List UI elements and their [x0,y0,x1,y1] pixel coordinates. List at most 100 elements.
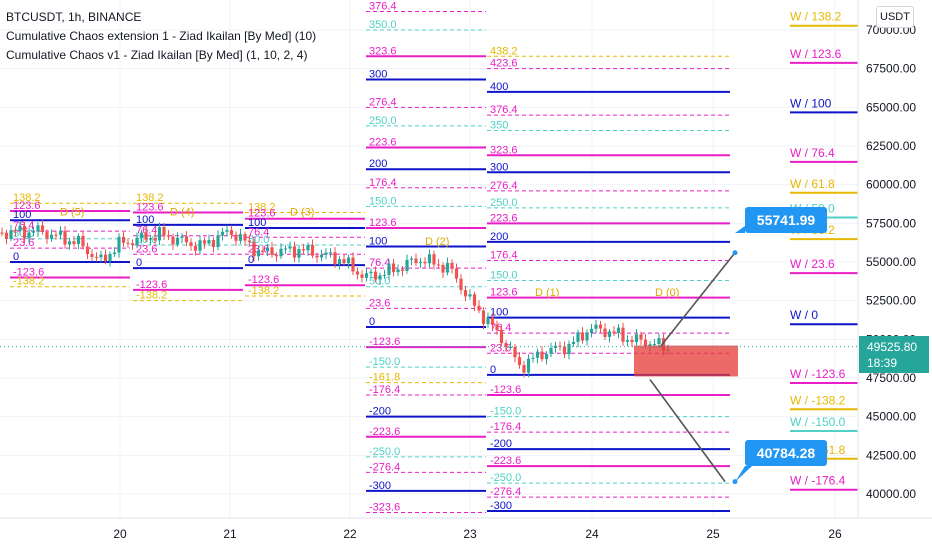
fib-level-label: 138.2 [248,202,276,214]
candle-body [54,234,58,236]
candle-body [409,258,414,260]
candle-body [351,257,355,272]
candle-body [76,236,81,244]
current-price-value: 49525.80 [867,340,918,354]
candle-body [99,254,103,258]
daily-block-title: D (4) [170,207,194,219]
fib-level-label: 76.4 [490,322,511,334]
candle-body [306,244,310,251]
fib-level-label: 23.6 [369,297,390,309]
candle-body [234,234,238,241]
fib-level-label: 100 [248,217,266,229]
candle-body [261,250,265,252]
candle-body [418,261,423,263]
candle-body [364,273,369,278]
candle-body [544,353,549,360]
candle-body [355,271,360,275]
candle-body [369,271,373,274]
candle-body [463,290,468,297]
fib-level-label: 176.4 [490,249,518,261]
candle-body [175,237,180,245]
currency-button[interactable]: USDT [876,6,914,28]
fib-level-label: -276.4 [369,461,400,473]
candle-body [432,254,436,265]
weekly-level-label: W / 123.6 [790,47,842,61]
price-axis-panel[interactable] [858,0,932,550]
candle-body [441,264,445,273]
candle-body [198,240,202,251]
candle-body [661,338,666,351]
projection-line-down[interactable] [649,379,726,483]
candle-body [216,235,220,248]
daily-block-title: D (0) [655,287,679,299]
candle-body [220,231,225,236]
fib-level-label: 400 [490,81,508,93]
candle-body [423,261,427,264]
candle-body [603,328,607,337]
fib-level-label: 100 [369,236,387,248]
candle-body [130,243,135,246]
projection-line-up[interactable] [659,252,736,348]
fib-level-label: 76.4 [369,257,390,269]
weekly-level-label: W / 76.4 [790,146,835,160]
callout-pointer-up [735,226,745,233]
candle-body [18,225,22,231]
upper-target-callout[interactable]: 55741.99 [745,207,827,233]
candle-body [657,338,661,345]
candle-body [652,344,657,346]
weekly-level-label: W / 0 [790,308,818,322]
candle-body [81,236,85,247]
candle-body [328,252,333,254]
candle-body [144,232,148,240]
fib-level-label: 23.6 [13,237,34,249]
candle-body [310,244,315,256]
price-axis-tick: 65000.00 [866,100,916,114]
weekly-level-label: W / -138.2 [790,393,846,407]
weekly-level-label: W / 138.2 [790,10,842,24]
candle-body [549,347,553,354]
candle-body [45,232,49,239]
weekly-level-label: W / -123.6 [790,367,846,381]
fib-level-label: 23.6 [490,342,511,354]
lower-target-callout[interactable]: 40784.28 [745,440,827,466]
fib-level-label: -300 [369,480,391,492]
candle-body [333,252,337,265]
candle-body [621,327,625,342]
fib-level-label: 0 [490,364,496,376]
indicator-legend-1[interactable]: Cumulative Chaos extension 1 - Ziad Ikai… [6,29,317,43]
candle-body [387,263,391,275]
projection-anchor-up[interactable] [732,250,738,256]
candle-body [639,334,643,340]
candle-body [472,294,477,306]
candle-body [189,242,193,246]
candle-body [571,341,576,344]
fib-level-label: 276.4 [369,96,397,108]
fib-level-label: -200 [490,438,512,450]
fib-level-label: -223.6 [369,426,400,438]
time-axis-panel[interactable] [0,518,858,550]
fib-level-label: 350 [490,120,508,132]
red-zone-box[interactable] [634,345,738,377]
fib-level-label: -138.2 [136,290,167,302]
fib-level-label: -323.6 [369,502,400,514]
fib-level-label: -123.6 [248,274,279,286]
symbol-title[interactable]: BTCUSDT, 1h, BINANCE [6,10,142,24]
candle-body [112,252,117,255]
fib-level-label: 423.6 [490,58,518,70]
candle-body [148,238,153,240]
candle-body [166,235,171,237]
indicator-legend-2[interactable]: Cumulative Chaos v1 - Ziad Ikailan [By M… [6,48,308,62]
candle-body [180,236,184,238]
current-price-label: 49525.80 18:39 [859,336,929,373]
fib-level-label: 376.4 [369,0,397,12]
weekly-level-label: W / -176.4 [790,474,846,488]
candle-body [495,324,499,330]
candle-body [477,305,481,311]
fib-level-label: -123.6 [13,266,44,278]
candle-body [553,345,558,348]
fib-level-label: -161.8 [369,372,400,384]
daily-block-title: D (2) [425,236,449,248]
time-axis-tick: 26 [828,527,842,541]
